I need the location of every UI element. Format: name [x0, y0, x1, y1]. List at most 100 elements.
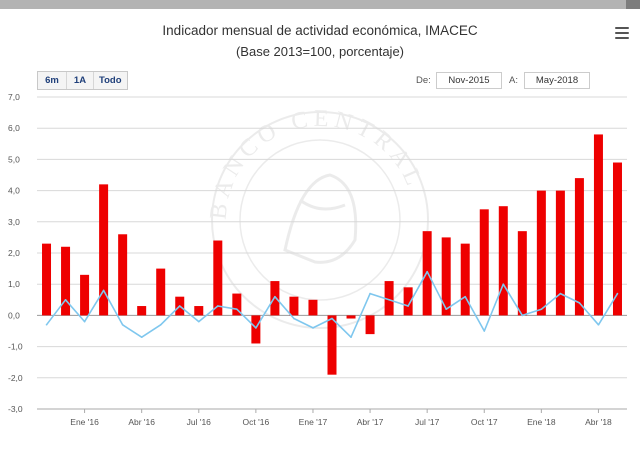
chart-subtitle: (Base 2013=100, porcentaje) [235, 44, 405, 59]
svg-text:BANCO CENTRAL: BANCO CENTRAL [206, 106, 429, 221]
y-tick-label: 4,0 [8, 186, 20, 196]
to-label: A: [509, 75, 518, 86]
bar-13 [289, 296, 299, 316]
x-tick-label: Ene '17 [299, 417, 328, 427]
line-point-18 [388, 299, 390, 301]
range-selector: 6m 1A Todo [37, 71, 128, 90]
x-tick-label: Oct '17 [471, 417, 498, 427]
bar-6 [156, 268, 166, 316]
bar-30 [612, 162, 622, 316]
x-tick-label: Jul '17 [415, 417, 440, 427]
line-point-21 [445, 308, 447, 310]
bar-14 [308, 299, 318, 316]
bar-25 [517, 231, 527, 316]
hamburger-menu-icon[interactable] [615, 27, 629, 39]
line-point-9 [217, 305, 219, 307]
line-point-28 [578, 302, 581, 304]
bar-18 [384, 281, 394, 316]
line-point-4 [121, 323, 124, 326]
line-point-3 [102, 289, 105, 292]
line-point-13 [293, 317, 295, 320]
line-point-8 [197, 320, 200, 323]
bar-22 [460, 243, 470, 316]
line-point-14 [312, 327, 314, 329]
bar-1 [61, 246, 71, 316]
range-1a-button[interactable]: 1A [67, 72, 94, 89]
line-point-5 [140, 336, 143, 339]
line-point-10 [236, 308, 238, 310]
line-point-15 [331, 317, 333, 320]
y-tick-label: -2,0 [8, 373, 23, 383]
bar-9 [213, 240, 223, 316]
line-series [45, 270, 619, 339]
x-axis: Ene '16 Abr '16 Jul '16 Oct '16 Ene '17 Abr '… [37, 408, 627, 427]
line-point-1 [64, 299, 67, 301]
bar-26 [536, 190, 546, 316]
y-tick-label: -1,0 [8, 342, 23, 352]
bar-12 [270, 281, 280, 316]
line-point-26 [540, 308, 543, 310]
bar-10 [232, 293, 242, 316]
bar-11 [251, 315, 261, 344]
from-label: De: [416, 75, 431, 86]
bar-16 [346, 315, 356, 319]
chart-title: Indicador mensual de actividad económica… [162, 23, 478, 38]
x-tick-label: Ene '18 [527, 417, 556, 427]
x-tick-label: Abr '17 [357, 417, 384, 427]
y-tick-label: 0,0 [8, 310, 20, 320]
line-point-24 [502, 283, 505, 286]
bar-5 [137, 306, 147, 316]
bar-24 [498, 206, 508, 316]
y-tick-label: 7,0 [8, 92, 20, 102]
to-date-input[interactable]: May-2018 [524, 72, 590, 89]
bar-28 [574, 178, 584, 316]
line-point-6 [159, 323, 162, 326]
x-tick-label: Abr '18 [585, 417, 612, 427]
bar-4 [118, 234, 128, 316]
line-point-27 [559, 292, 562, 295]
x-tick-label: Abr '16 [128, 417, 155, 427]
line-point-23 [483, 330, 486, 332]
bar-27 [555, 190, 565, 316]
y-tick-label: 2,0 [8, 248, 20, 258]
bar-15 [327, 315, 337, 375]
bar-17 [365, 315, 375, 335]
bar-19 [403, 287, 413, 316]
line-point-17 [369, 292, 371, 295]
x-tick-label: Oct '16 [243, 417, 270, 427]
bar-0 [42, 243, 52, 316]
bar-series [42, 134, 622, 375]
y-tick-label: 3,0 [8, 217, 20, 227]
y-tick-label: -3,0 [8, 404, 23, 414]
y-axis: -3,0 -2,0 -1,0 0,0 1,0 2,0 3,0 4,0 5,0 6,0 7,0 [8, 92, 23, 414]
bar-3 [99, 184, 109, 316]
line-point-12 [274, 295, 276, 298]
bar-2 [80, 274, 90, 316]
line-point-30 [616, 292, 619, 295]
bar-23 [479, 209, 489, 316]
line-point-16 [350, 336, 352, 339]
range-todo-button[interactable]: Todo [99, 75, 122, 86]
x-tick-label: Jul '16 [187, 417, 212, 427]
x-tick-label: Ene '16 [70, 417, 99, 427]
top-scrollbar[interactable] [0, 0, 640, 9]
line-point-0 [45, 323, 48, 326]
line-point-22 [464, 295, 467, 298]
bar-8 [194, 306, 204, 316]
line-point-11 [255, 327, 257, 329]
line-point-29 [597, 323, 600, 326]
y-tick-label: 6,0 [8, 123, 20, 133]
range-6m-button[interactable]: 6m [38, 72, 67, 89]
bar-21 [441, 237, 451, 316]
line-point-20 [426, 270, 428, 273]
from-date-input[interactable]: Nov-2015 [436, 72, 502, 89]
bar-29 [593, 134, 603, 316]
scrollbar-end[interactable] [626, 0, 640, 9]
line-point-7 [178, 305, 181, 307]
line-point-25 [521, 314, 524, 317]
y-tick-label: 5,0 [8, 154, 20, 164]
y-tick-label: 1,0 [8, 279, 20, 289]
line-point-2 [83, 320, 86, 323]
line-point-19 [407, 305, 409, 307]
